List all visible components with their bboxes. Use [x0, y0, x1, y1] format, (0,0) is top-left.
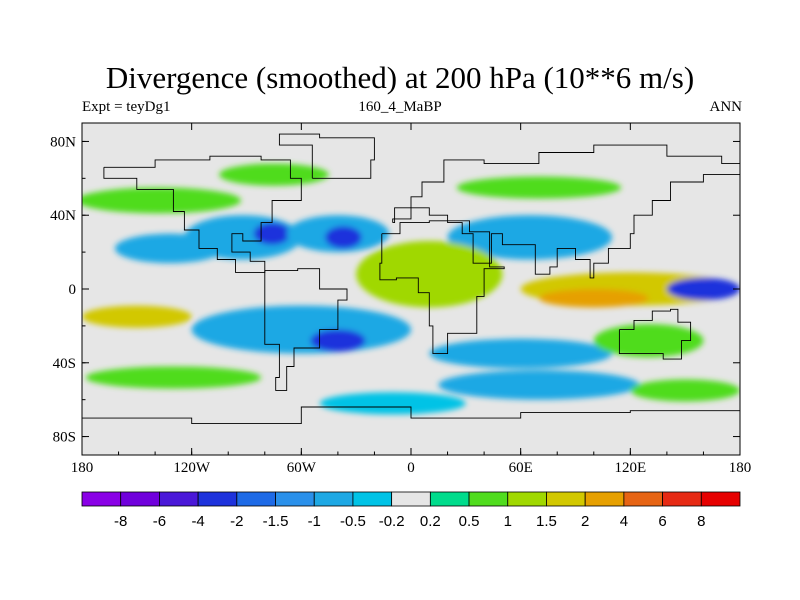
divergence-region-6: [82, 187, 241, 214]
coastline-0: [103, 155, 302, 273]
colorbar-box-14: [623, 491, 663, 507]
period-label: 160_4_MaBP: [358, 99, 442, 115]
colorbar-label: -6: [153, 513, 166, 530]
divergence-region-12: [666, 277, 740, 301]
colorbar-label: -8: [114, 513, 127, 530]
y-tick-label: 80S: [53, 430, 76, 446]
divergence-region-11: [538, 289, 649, 308]
x-tick-label: 60E: [509, 460, 533, 476]
colorbar-box-13: [584, 491, 625, 507]
coastline-3: [392, 144, 740, 279]
colorbar-box-6: [313, 491, 354, 507]
divergence-region-4: [325, 226, 362, 249]
coastline-5: [618, 308, 692, 360]
coastlines: [82, 133, 740, 425]
colorbar-box-0: [81, 491, 122, 507]
colorbar-label: -1.5: [263, 513, 289, 530]
divergence-region-20: [630, 379, 740, 402]
y-tick-label: 40N: [50, 208, 76, 224]
colorbar-label: -4: [191, 513, 204, 530]
divergence-region-14: [191, 305, 411, 354]
axes: 180 120W 60W 0 60E 120E 180 80N 40N 0 40S 80S: [50, 123, 751, 476]
colorbar-label: 0.5: [459, 513, 480, 530]
colorbar-box-10: [468, 491, 509, 507]
colorbar-box-9: [429, 491, 470, 507]
divergence-region-21: [319, 392, 466, 415]
colorbar-box-1: [120, 491, 160, 507]
divergence-region-15: [310, 329, 366, 352]
divergence-region-17: [593, 324, 704, 358]
coastline-4: [379, 220, 505, 355]
y-tick-label: 0: [69, 282, 77, 298]
colorbar-box-12: [546, 491, 586, 507]
x-tick-label: 180: [71, 460, 94, 476]
divergence-region-13: [82, 305, 192, 328]
colorbar-box-16: [700, 491, 741, 507]
colorbar-box-4: [236, 491, 276, 507]
experiment-label: Expt = teyDg1: [82, 99, 171, 115]
divergence-region-2: [253, 222, 291, 245]
colorbar-box-5: [275, 491, 315, 507]
colorbar-label: 6: [658, 513, 666, 530]
x-tick-label: 120E: [614, 460, 646, 476]
divergence-region-19: [438, 370, 640, 400]
colorbar-label: -1: [308, 513, 321, 530]
colorbar-box-15: [662, 491, 702, 507]
colorbar-label: 2: [581, 513, 589, 530]
coastline-6: [82, 406, 740, 425]
colorbar-box-2: [159, 491, 199, 507]
colorbar: -8 -6 -4 -2 -1.5 -1 -0.5 -0.2 0.2 0.5 1 1.5 2 4 6 8: [81, 491, 741, 530]
colorbar-box-8: [391, 491, 431, 507]
colorbar-label: -0.2: [379, 513, 405, 530]
y-tick-label: 40S: [53, 356, 76, 372]
chart-title: Divergence (smoothed) at 200 hPa (10**6 …: [105, 60, 695, 95]
colorbar-box-7: [352, 491, 393, 507]
divergence-region-18: [85, 366, 262, 389]
coastline-1: [278, 133, 375, 179]
coastline-2: [264, 268, 348, 391]
colorbar-label: -2: [230, 513, 243, 530]
colorbar-label: 0.2: [420, 513, 441, 530]
colorbar-label: 1: [504, 513, 512, 530]
colorbar-label: 4: [620, 513, 628, 530]
x-tick-label: 180: [729, 460, 752, 476]
divergence-region-9: [356, 241, 503, 308]
x-tick-label: 120W: [173, 460, 211, 476]
colorbar-label: 1.5: [536, 513, 557, 530]
season-label: ANN: [709, 99, 743, 115]
divergence-region-8: [456, 176, 622, 199]
colorbar-label: 8: [697, 513, 705, 530]
colorbar-box-11: [507, 491, 547, 507]
y-tick-label: 80N: [50, 134, 76, 150]
x-tick-label: 0: [407, 460, 415, 476]
divergence-region-16: [429, 338, 613, 369]
x-tick-label: 60W: [287, 460, 317, 476]
colorbar-box-3: [197, 491, 238, 507]
colorbar-label: -0.5: [340, 513, 366, 530]
